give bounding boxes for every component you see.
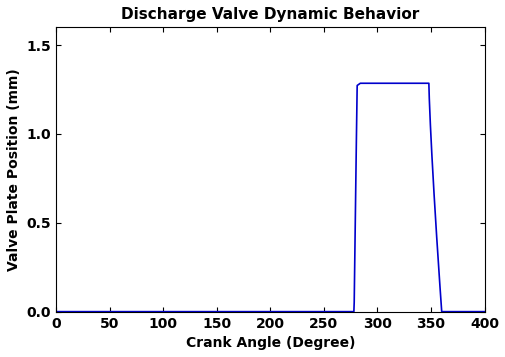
X-axis label: Crank Angle (Degree): Crank Angle (Degree) [185,336,355,350]
Title: Discharge Valve Dynamic Behavior: Discharge Valve Dynamic Behavior [121,7,419,22]
Y-axis label: Valve Plate Position (mm): Valve Plate Position (mm) [7,68,21,271]
